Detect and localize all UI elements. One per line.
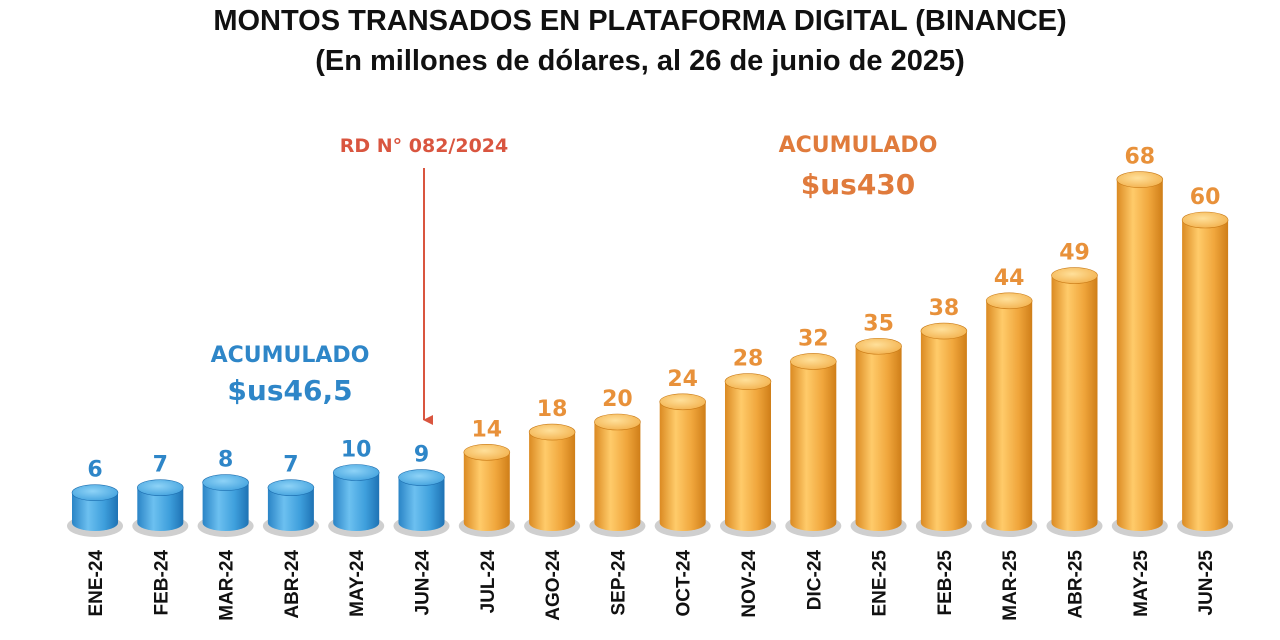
accumulated-after-label: ACUMULADO — [779, 133, 938, 158]
value-label: 14 — [471, 417, 502, 442]
category-tick-label: FEB-24 — [151, 550, 172, 616]
bar-ene-24 — [67, 484, 123, 537]
bar-may-24 — [328, 464, 385, 537]
bar-abr-24 — [262, 479, 319, 537]
value-label: 7 — [153, 453, 168, 478]
chart-subtitle: (En millones de dólares, al 26 de junio … — [315, 45, 965, 77]
bar-jul-24 — [458, 443, 515, 537]
bar-cap — [398, 469, 445, 486]
category-tick-label: MAY-24 — [347, 550, 368, 617]
bar-cap — [202, 474, 249, 491]
value-label: 32 — [798, 326, 829, 351]
value-label: 8 — [218, 448, 233, 473]
bar-oct-24 — [654, 393, 711, 537]
bar-cap — [528, 423, 576, 441]
bar-body — [202, 482, 249, 531]
bar-cap — [594, 413, 641, 431]
bar-body — [659, 401, 706, 531]
bar-body — [463, 452, 510, 531]
category-tick-label: FEB-25 — [935, 550, 956, 616]
category-tick-label: ENE-25 — [870, 550, 891, 617]
bar-body — [725, 381, 771, 531]
category-tick-label: OCT-24 — [674, 550, 695, 617]
bar-may-25 — [1111, 171, 1168, 537]
value-label: 9 — [414, 443, 429, 468]
bar-body — [920, 331, 967, 531]
bar-jun-24 — [393, 469, 450, 537]
bar-cap — [789, 353, 837, 370]
accumulated-before-label: ACUMULADO — [211, 343, 370, 368]
bar-cap — [267, 479, 315, 496]
bar-body — [267, 487, 314, 531]
value-label: 20 — [602, 387, 633, 412]
bar-sep-24 — [589, 413, 646, 537]
bar-feb-24 — [132, 479, 189, 537]
bar-body — [855, 346, 902, 531]
bar-nov-24 — [720, 373, 776, 537]
category-tick-label: AGO-24 — [543, 550, 564, 621]
value-label: 35 — [863, 311, 894, 336]
bar-body — [529, 432, 576, 531]
bar-jun-25 — [1177, 211, 1234, 537]
bar-cap — [1181, 211, 1229, 229]
category-tick-label: JUL-24 — [478, 550, 499, 614]
bar-cap — [855, 337, 902, 355]
bar-body — [1051, 275, 1098, 531]
bar-cap — [724, 373, 772, 390]
value-label: 24 — [667, 367, 698, 392]
bar-abr-25 — [1046, 267, 1103, 537]
bar-body — [986, 300, 1033, 531]
bar-cap — [71, 484, 119, 502]
value-label: 60 — [1190, 185, 1221, 210]
category-tick-label: MAR-25 — [1000, 550, 1021, 621]
value-label: 28 — [733, 347, 764, 372]
bar-body — [1116, 179, 1163, 531]
accumulated-before-value: $us46,5 — [227, 374, 352, 407]
chart-title: MONTOS TRANSADOS EN PLATAFORMA DIGITAL (… — [213, 5, 1067, 37]
value-label: 44 — [994, 266, 1025, 291]
bar-cap — [659, 393, 707, 411]
bar-cap — [137, 479, 184, 496]
category-tick-label: ENE-24 — [86, 550, 107, 617]
bar-body — [1182, 220, 1229, 531]
bar-body — [398, 477, 445, 531]
category-tick-label: ABR-24 — [282, 550, 303, 619]
accumulated-after-value: $us430 — [801, 168, 916, 201]
category-tick-label: ABR-25 — [1066, 550, 1087, 619]
bar-mar-24 — [197, 474, 254, 537]
value-label: 68 — [1124, 145, 1155, 170]
bar-feb-25 — [915, 322, 972, 537]
bar-body — [137, 487, 184, 531]
category-tick-label: NOV-24 — [739, 550, 760, 618]
bar-dic-24 — [785, 353, 842, 537]
bar-body — [72, 492, 118, 531]
bar-body — [594, 422, 641, 531]
regulation-label: RD N° 082/2024 — [340, 135, 509, 157]
bar-ago-24 — [524, 423, 581, 537]
category-tick-label: JUN-25 — [1196, 550, 1217, 616]
category-tick-label: JUN-24 — [413, 550, 434, 616]
bar-cap — [985, 292, 1033, 310]
value-label: 38 — [929, 296, 960, 321]
bar-mar-25 — [981, 292, 1038, 537]
category-tick-label: DIC-24 — [804, 550, 825, 611]
bar-cap — [463, 443, 511, 461]
bar-cap — [1051, 267, 1098, 284]
category-tick-label: MAY-25 — [1131, 550, 1152, 617]
value-label: 49 — [1059, 241, 1090, 266]
bar-ene-25 — [850, 337, 907, 537]
value-label: 18 — [537, 397, 568, 422]
value-label: 10 — [341, 438, 372, 463]
bar-cap — [920, 322, 968, 340]
bar-body — [790, 361, 837, 531]
value-label: 7 — [283, 453, 298, 478]
category-tick-label: MAR-24 — [217, 550, 238, 621]
bar-cap — [1116, 171, 1164, 188]
bar-body — [333, 472, 380, 531]
value-label: 6 — [87, 458, 102, 483]
category-tick-label: SEP-24 — [608, 550, 629, 616]
bar-cap — [332, 464, 380, 481]
